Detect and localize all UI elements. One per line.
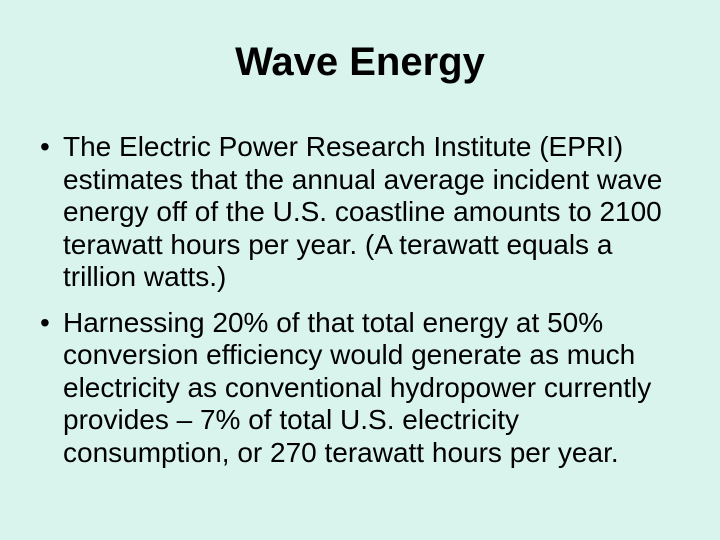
text-line: The Electric Power Research Institute (E… <box>63 131 624 162</box>
text-line: trillion watts.) <box>63 261 227 292</box>
text-line: provides – 7% of total U.S. electricity <box>63 404 519 435</box>
text-line: consumption, or 270 terawatt hours per y… <box>63 436 619 468</box>
bullet-marker: • <box>40 306 50 338</box>
text-line: energy off of the U.S. coastline amounts… <box>63 196 662 227</box>
text-line: conversion efficiency would generate as … <box>63 339 636 370</box>
slide-title: Wave Energy <box>235 40 485 84</box>
text-line: terawatt hours per year. (A terawatt equ… <box>63 228 613 260</box>
text-line: Harnessing 20% of that total energy at 5… <box>63 306 604 338</box>
text-line: electricity as conventional hydropower c… <box>63 371 652 403</box>
text-line: estimates that the annual average incide… <box>63 163 663 195</box>
bullet-item-1: • The Electric Power Research Institute … <box>0 131 720 294</box>
bullet-marker: • <box>40 131 50 162</box>
bullet-item-2: • Harnessing 20% of that total energy at… <box>0 307 720 470</box>
slide-body: • The Electric Power Research Institute … <box>0 131 720 469</box>
